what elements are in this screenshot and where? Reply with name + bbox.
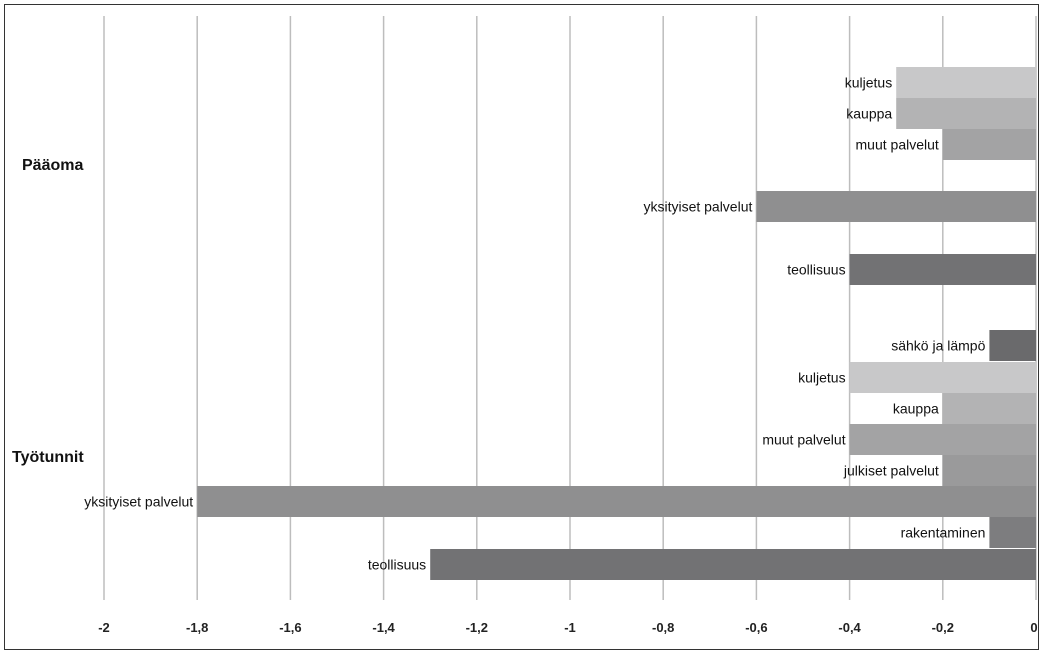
- bar: [942, 393, 1036, 424]
- x-tick-label: -2: [98, 620, 110, 635]
- bar: [197, 486, 1036, 517]
- bar-label: teollisuus: [787, 262, 845, 278]
- bar: [942, 129, 1036, 160]
- bar: [896, 67, 1036, 98]
- bar-label: kuljetus: [845, 75, 892, 91]
- bar: [896, 98, 1036, 129]
- x-tick-label: -1,4: [372, 620, 395, 635]
- x-tick-label: -0,4: [838, 620, 861, 635]
- x-tick-label: -1: [564, 620, 576, 635]
- bar-label: yksityiset palvelut: [84, 494, 193, 510]
- x-tick-label: -1,2: [466, 620, 488, 635]
- chart-frame: [4, 4, 1039, 650]
- bar-label: kuljetus: [798, 370, 845, 386]
- bar-label: muut palvelut: [856, 137, 939, 153]
- bar: [849, 424, 1036, 455]
- bar: [989, 517, 1036, 548]
- bar-label: kauppa: [846, 106, 892, 122]
- bar-label: rakentaminen: [901, 525, 986, 541]
- x-tick-label: -1,8: [186, 620, 208, 635]
- bars: [197, 67, 1036, 580]
- bar-label: yksityiset palvelut: [643, 199, 752, 215]
- x-tick-label: -0,8: [652, 620, 674, 635]
- x-tick-label: -1,6: [279, 620, 301, 635]
- bar: [849, 254, 1036, 285]
- x-tick-label: -0,2: [932, 620, 954, 635]
- bar: [430, 549, 1036, 580]
- bar-labels: kuljetus kauppa muut palvelut yksityiset pa…: [84, 75, 985, 573]
- x-tick-label: 0: [1030, 620, 1037, 635]
- bar: [989, 330, 1036, 361]
- bar-label: julkiset palvelut: [843, 463, 939, 479]
- bar-label: kauppa: [893, 401, 939, 417]
- group-label-paaoma: Pääoma: [22, 157, 83, 174]
- bar-label: sähkö ja lämpö: [891, 338, 985, 354]
- bar-label: teollisuus: [368, 557, 426, 573]
- x-axis-ticks: -2 -1,8 -1,6 -1,4 -1,2 -1 -0,8 -0,6 -0,4 -0,2 0: [98, 620, 1037, 635]
- bar: [849, 362, 1036, 393]
- x-tick-label: -0,6: [745, 620, 767, 635]
- bar: [756, 191, 1036, 222]
- bar: [942, 455, 1036, 486]
- bar-label: muut palvelut: [762, 432, 845, 448]
- group-label-tyotunnit: Työtunnit: [12, 449, 84, 466]
